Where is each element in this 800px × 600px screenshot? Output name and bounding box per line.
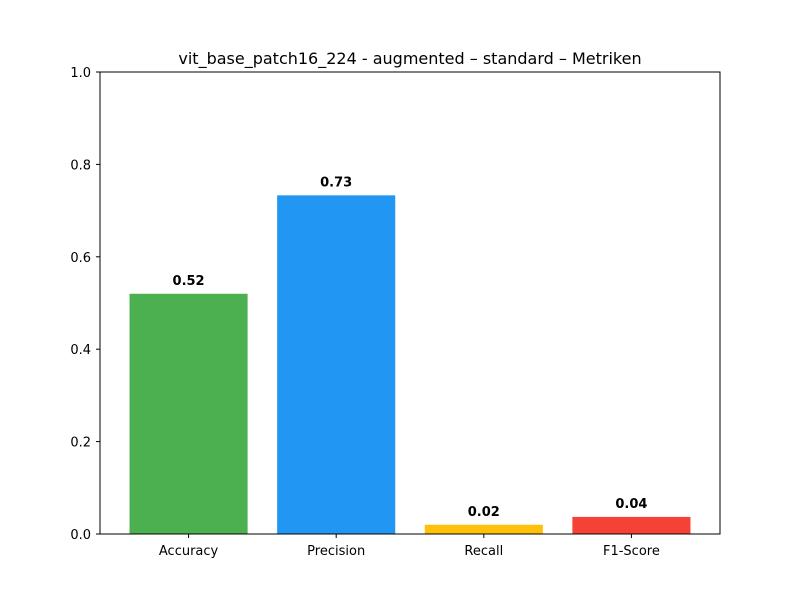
chart-title: vit_base_patch16_224 - augmented – stand… [178,49,641,69]
x-axis: Accuracy Precision Recall F1-Score [159,534,660,559]
bar-precision [277,195,396,534]
plot-frame [99,71,721,535]
y-tick-label: 0.2 [70,436,91,451]
x-tick-label: Accuracy [159,544,219,559]
data-label: 0.73 [320,175,352,190]
y-tick-label: 0.6 [70,251,91,266]
y-tick-label: 1.0 [70,66,91,81]
y-tick-label: 0.4 [70,343,91,358]
y-tick-label: 0.0 [70,528,91,543]
data-label: 0.52 [173,274,205,289]
data-label: 0.04 [615,497,647,512]
bar-f1-score [572,516,691,534]
bar-accuracy [129,293,248,534]
x-tick-label: Precision [307,544,365,559]
y-tick-label: 0.8 [70,158,91,173]
x-tick-label: F1-Score [603,544,660,559]
y-axis: 0.0 0.2 0.4 0.6 0.8 1.0 [70,66,100,543]
bar-recall [424,524,543,534]
x-tick-label: Recall [464,544,503,559]
bars-layer: 0.52 0.73 0.02 0.04 [129,175,691,534]
data-label: 0.02 [468,505,500,520]
